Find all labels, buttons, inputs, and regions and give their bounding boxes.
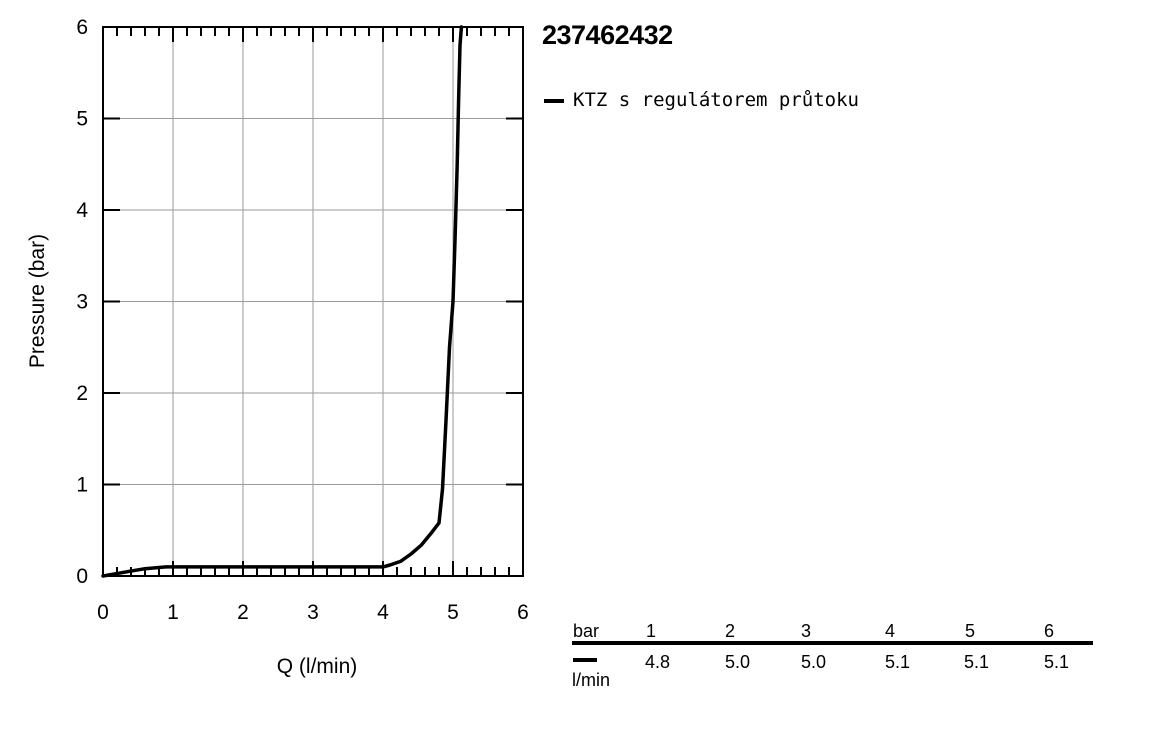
table-header-cell: 4 bbox=[885, 621, 896, 641]
table-value-cell: 5.0 bbox=[801, 652, 827, 672]
table-rule bbox=[572, 641, 1093, 645]
x-tick-label: 4 bbox=[377, 601, 389, 624]
x-tick-label: 0 bbox=[97, 601, 109, 624]
table-header-cell: 5 bbox=[965, 621, 976, 641]
x-tick-label: 6 bbox=[517, 601, 529, 624]
y-tick-label: 1 bbox=[76, 474, 88, 497]
flow-table: bar 1 2 3 4 5 6 4.8 5.0 5.0 5.1 5.1 5.1 … bbox=[572, 620, 1093, 695]
x-tick-label: 1 bbox=[167, 601, 179, 624]
y-tick-label: 3 bbox=[76, 291, 88, 314]
y-tick-labels: 0 1 2 3 4 5 6 bbox=[76, 16, 88, 588]
chart-title: 237462432 bbox=[542, 20, 673, 50]
y-tick-label: 2 bbox=[76, 382, 88, 405]
y-tick-label: 0 bbox=[76, 565, 88, 588]
table-header-cell: 3 bbox=[801, 621, 812, 641]
x-tick-labels: 0 1 2 3 4 5 6 bbox=[97, 601, 529, 624]
x-tick-label: 3 bbox=[307, 601, 319, 624]
x-axis-label: Q (l/min) bbox=[277, 655, 358, 678]
table-unit-label: l/min bbox=[572, 670, 611, 690]
table-value-cell: 5.1 bbox=[1044, 652, 1070, 672]
table-series-swatch bbox=[573, 658, 597, 662]
series-line bbox=[101, 25, 464, 578]
table-header-cell: 2 bbox=[725, 621, 736, 641]
axis-ticks bbox=[102, 26, 524, 577]
x-tick-label: 5 bbox=[447, 601, 459, 624]
y-tick-label: 6 bbox=[76, 16, 88, 39]
x-tick-label: 2 bbox=[237, 601, 249, 624]
table-value-cell: 4.8 bbox=[645, 652, 671, 672]
table-header-cell: 1 bbox=[646, 621, 657, 641]
table-header-label: bar bbox=[573, 621, 600, 641]
y-axis-label: Pressure (bar) bbox=[26, 234, 49, 368]
table-value-cell: 5.1 bbox=[885, 652, 911, 672]
table-value-cell: 5.1 bbox=[964, 652, 990, 672]
table-header-cell: 6 bbox=[1044, 621, 1055, 641]
legend-label: KTZ s regulátorem průtoku bbox=[573, 89, 859, 111]
y-tick-label: 5 bbox=[76, 108, 88, 131]
legend-swatch bbox=[544, 99, 564, 103]
table-value-cell: 5.0 bbox=[725, 652, 751, 672]
y-tick-label: 4 bbox=[76, 199, 88, 222]
